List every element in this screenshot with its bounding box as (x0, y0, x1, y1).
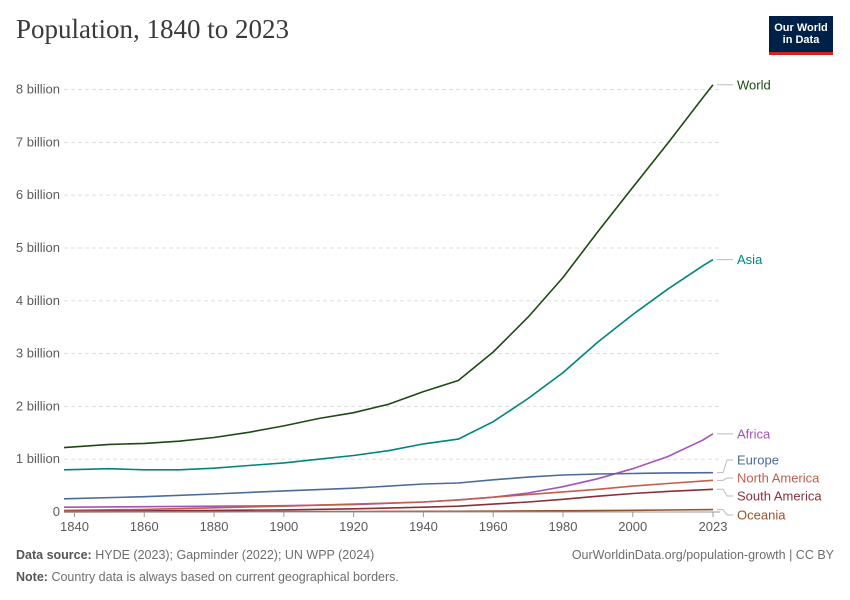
series-label-south-america: South America (737, 489, 822, 504)
data-source-label: Data source: (16, 548, 92, 562)
y-tick-label: 0 (53, 504, 60, 519)
leader-line (717, 509, 734, 516)
y-tick-label: 1 billion (16, 451, 60, 466)
series-label-world: World (737, 77, 771, 92)
series-line-north-america (63, 479, 714, 512)
x-tick-label: 1960 (479, 519, 508, 534)
y-tick-label: 5 billion (16, 240, 60, 255)
leader-line (717, 488, 734, 497)
legend-labels: World Asia Africa Europe North America South … (717, 77, 822, 523)
source-url-link[interactable]: OurWorldinData.org/population-growth | C… (571, 548, 834, 562)
leader-line (717, 477, 734, 481)
series-label-asia: Asia (737, 252, 763, 267)
x-tick-label: 1840 (60, 519, 89, 534)
x-tick-label: 2000 (618, 519, 647, 534)
y-tick-label: 4 billion (16, 293, 60, 308)
note-text: Country data is always based on current … (51, 570, 399, 584)
series-label-oceania: Oceania (737, 508, 786, 523)
x-tick-label: 1860 (130, 519, 159, 534)
y-tick-label: 8 billion (16, 82, 60, 97)
x-tick-label: 1920 (339, 519, 368, 534)
y-tick-label: 7 billion (16, 134, 60, 149)
y-tick-label: 6 billion (16, 187, 60, 202)
series-layer (63, 84, 714, 513)
series-line-asia (63, 258, 714, 471)
series-label-europe: Europe (737, 453, 779, 468)
x-tick-label: 1880 (200, 519, 229, 534)
note-label: Note: (16, 570, 48, 584)
note: Note: Country data is always based on cu… (16, 570, 399, 584)
logo-line-2: in Data (782, 34, 820, 46)
x-tick-label: 1940 (409, 519, 438, 534)
x-tick-label: 2023 (699, 519, 728, 534)
y-tick-label: 3 billion (16, 346, 60, 361)
chart-title: Population, 1840 to 2023 (16, 14, 290, 44)
series-line-world (63, 84, 714, 449)
y-tick-label: 2 billion (16, 398, 60, 413)
data-source: Data source: HYDE (2023); Gapminder (202… (16, 548, 374, 562)
grid-layer (64, 89, 720, 460)
logo-line-1: Our World (774, 22, 828, 34)
data-source-text: HYDE (2023); Gapminder (2022); UN WPP (2… (95, 548, 375, 562)
owid-logo[interactable]: Our World in Data (769, 16, 833, 55)
x-tick-label: 1980 (549, 519, 578, 534)
series-line-south-america (63, 488, 714, 513)
line-chart: World Asia Africa Europe North America South … (16, 77, 822, 534)
logo-text: Our World in Data (774, 22, 828, 46)
axis-layer: 0 1 billion 2 billion 3 billion 4 billion 5 b… (16, 82, 728, 534)
series-line-europe (63, 471, 714, 500)
x-tick-label: 1900 (269, 519, 298, 534)
series-label-africa: Africa (737, 426, 771, 441)
leader-line (717, 459, 734, 474)
series-label-north-america: North America (737, 471, 820, 486)
